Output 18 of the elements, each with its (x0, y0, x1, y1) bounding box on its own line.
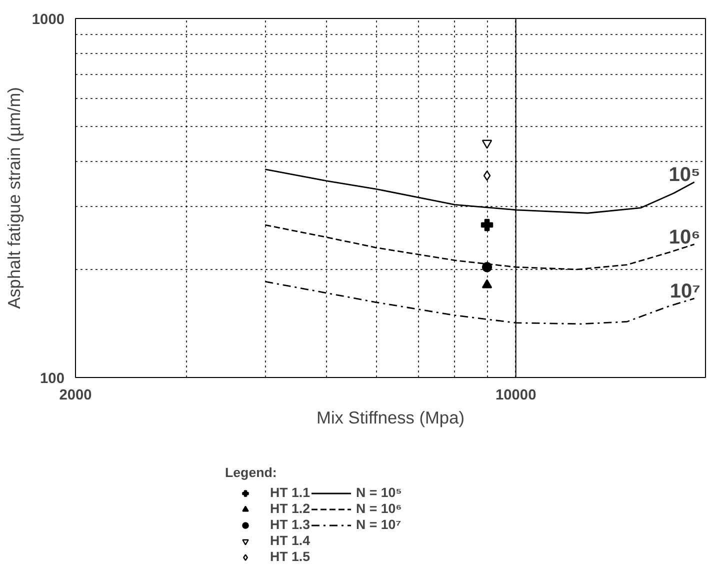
annotation: 10⁵ (668, 164, 700, 186)
x-tick-label: 2000 (59, 388, 92, 404)
annotation: 10⁷ (670, 280, 700, 302)
legend-title: Legend: (225, 465, 278, 480)
legend-label: HT 1.2 (270, 501, 310, 516)
x-tick-label: 10000 (495, 388, 536, 404)
y-tick-label: 1000 (32, 12, 65, 28)
legend-label: N = 10⁷ (356, 517, 402, 532)
y-tick-label: 100 (40, 371, 65, 387)
legend-label: N = 10⁶ (356, 501, 402, 516)
annotation: 10⁶ (668, 226, 700, 248)
legend-label: HT 1.5 (270, 549, 310, 564)
y-axis-title: Asphalt fatigue strain (µm/m) (4, 87, 24, 309)
legend-label: N = 10⁵ (356, 485, 402, 500)
legend-label: HT 1.4 (270, 533, 310, 548)
x-axis-title: Mix Stiffness (Mpa) (316, 408, 464, 428)
legend-label: HT 1.3 (270, 517, 310, 532)
legend-label: HT 1.1 (270, 485, 310, 500)
